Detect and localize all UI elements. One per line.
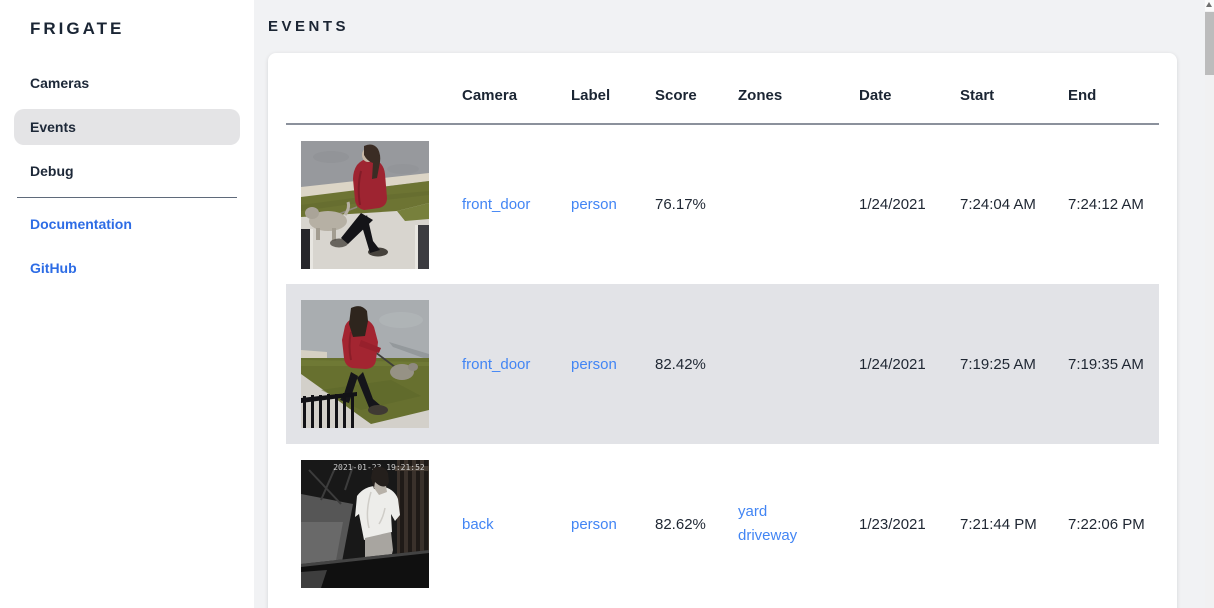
sidebar-link-documentation[interactable]: Documentation <box>30 216 132 232</box>
main-content: EVENTS Camera Label Score Zones Date Sta… <box>254 0 1214 608</box>
vertical-scrollbar[interactable] <box>1205 0 1214 608</box>
label-link[interactable]: person <box>571 355 617 373</box>
col-end: End <box>1068 53 1159 125</box>
zone-link-driveway[interactable]: driveway <box>738 527 798 544</box>
label-link[interactable]: person <box>571 196 617 213</box>
events-table: Camera Label Score Zones Date Start End <box>286 53 1159 604</box>
event-thumbnail-person-night[interactable]: 2021-01-23 19:21:52 <box>301 460 429 588</box>
zones-cell <box>738 284 859 444</box>
sidebar-link-github[interactable]: GitHub <box>30 260 77 276</box>
camera-link[interactable]: back <box>462 515 494 533</box>
end-value: 7:24:12 AM <box>1068 196 1144 213</box>
label-link[interactable]: person <box>571 515 617 533</box>
score-value: 82.62% <box>655 515 706 533</box>
event-row-selected[interactable]: front_door person 82.42% 1/24/2021 7:19:… <box>286 284 1159 444</box>
date-value: 1/24/2021 <box>859 196 926 213</box>
start-value: 7:19:25 AM <box>960 355 1036 373</box>
score-value: 82.42% <box>655 355 706 373</box>
zones-cell <box>738 124 859 284</box>
event-row[interactable]: 2021-01-23 19:21:52 back person <box>286 444 1159 604</box>
sidebar-item-cameras[interactable]: Cameras <box>30 75 90 91</box>
event-thumbnail-person-leash-day[interactable] <box>301 300 429 428</box>
event-thumbnail-person-dog-day[interactable] <box>301 140 429 269</box>
sidebar-divider <box>17 197 237 198</box>
zones-cell: yard driveway <box>738 444 859 604</box>
col-date: Date <box>859 53 960 125</box>
events-card: Camera Label Score Zones Date Start End <box>268 53 1177 608</box>
date-value: 1/23/2021 <box>859 515 926 533</box>
camera-link[interactable]: front_door <box>462 355 531 373</box>
start-value: 7:21:44 PM <box>960 515 1037 533</box>
score-value: 76.17% <box>655 196 706 213</box>
col-thumbnail <box>286 53 462 125</box>
col-score: Score <box>655 53 738 125</box>
camera-link[interactable]: front_door <box>462 196 531 213</box>
col-label: Label <box>571 53 655 125</box>
col-zones: Zones <box>738 53 859 125</box>
col-start: Start <box>960 53 1068 125</box>
scrollbar-up-arrow-icon[interactable] <box>1205 0 1214 11</box>
col-camera: Camera <box>462 53 571 125</box>
start-value: 7:24:04 AM <box>960 196 1036 213</box>
sidebar: FRIGATE Cameras Events Debug Documentati… <box>0 0 254 608</box>
end-value: 7:19:35 AM <box>1068 355 1144 373</box>
sidebar-item-events[interactable]: Events <box>14 109 240 145</box>
zone-link-yard[interactable]: yard <box>738 503 768 520</box>
sidebar-nav: Cameras Events Debug Documentation GitHu… <box>0 65 254 286</box>
table-header-row: Camera Label Score Zones Date Start End <box>286 53 1159 125</box>
page-title: EVENTS <box>268 18 350 35</box>
scrollbar-thumb[interactable] <box>1205 12 1214 75</box>
end-value: 7:22:06 PM <box>1068 515 1145 533</box>
app-logo: FRIGATE <box>30 19 125 38</box>
event-row[interactable]: front_door person 76.17% 1/24/2021 7:24:… <box>286 124 1159 284</box>
sidebar-item-debug[interactable]: Debug <box>30 163 74 179</box>
date-value: 1/24/2021 <box>859 355 926 373</box>
